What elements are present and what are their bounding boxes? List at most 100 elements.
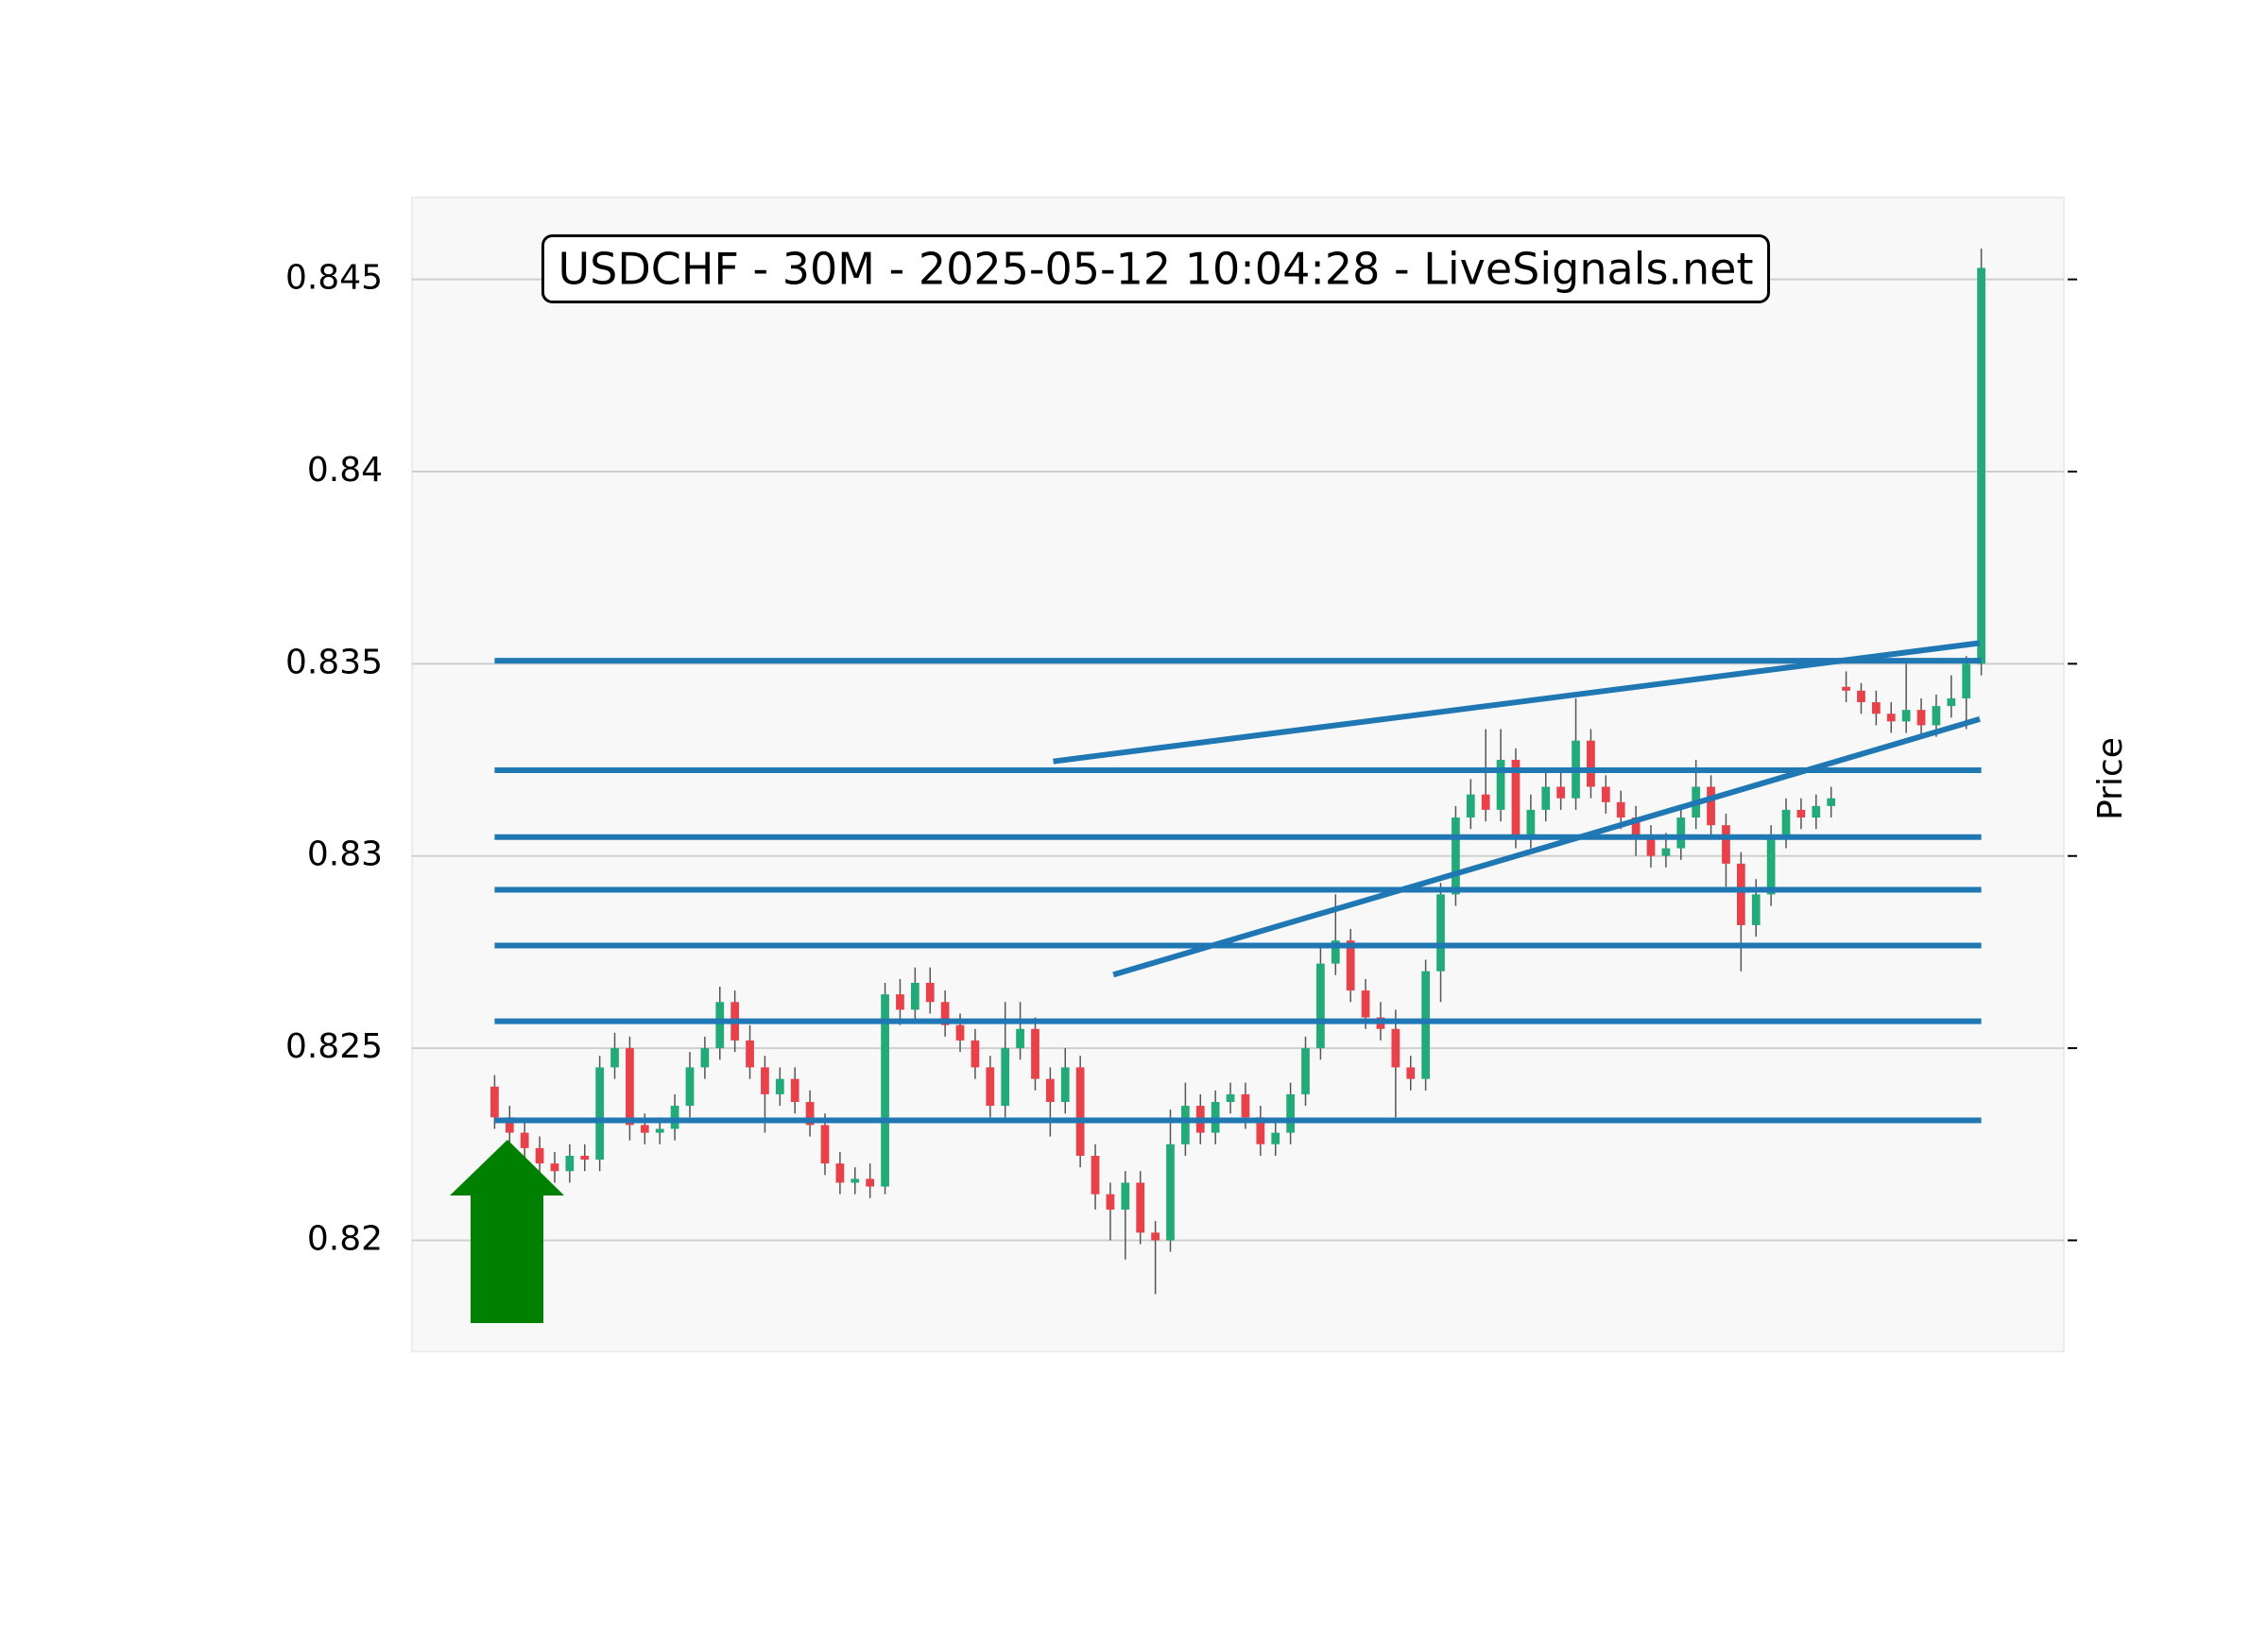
- candle-body: [655, 1128, 664, 1133]
- candle-body: [1421, 971, 1431, 1079]
- candle-body: [1947, 697, 1956, 707]
- candle-body: [1406, 1067, 1416, 1079]
- candle-body: [1827, 798, 1836, 806]
- candle-body: [1075, 1067, 1085, 1156]
- candle-body: [715, 1002, 725, 1049]
- candle-body: [805, 1102, 815, 1126]
- candle-body: [1361, 990, 1370, 1018]
- candle-body: [1452, 817, 1460, 895]
- candle-body: [1241, 1093, 1250, 1118]
- candle-body: [940, 1002, 950, 1025]
- candle-body: [1766, 836, 1776, 895]
- candle-body: [550, 1163, 559, 1172]
- candle-body: [881, 994, 889, 1187]
- candle-body: [1616, 801, 1625, 818]
- y-tick-label: 0.84: [307, 451, 383, 490]
- candle-body: [1436, 894, 1445, 972]
- candle-body: [1016, 1028, 1024, 1049]
- title-box: [541, 234, 1771, 303]
- candle-body: [580, 1155, 590, 1161]
- candle-body: [1286, 1093, 1295, 1133]
- candle-body: [535, 1147, 544, 1164]
- candle-body: [790, 1078, 799, 1103]
- y-tick-label: 0.825: [285, 1027, 383, 1066]
- candle-body: [986, 1067, 995, 1107]
- candle-body: [1045, 1078, 1055, 1103]
- candle-body: [1031, 1028, 1040, 1079]
- candle-body: [1391, 1028, 1400, 1068]
- candle-body: [685, 1067, 695, 1107]
- candle-body: [1751, 894, 1761, 925]
- candle-body: [1812, 805, 1821, 818]
- candle-body: [1722, 825, 1730, 864]
- candle-body: [1001, 1048, 1010, 1107]
- trend-line: [1053, 640, 1981, 765]
- candle-body: [1151, 1232, 1160, 1241]
- candle-body: [1736, 863, 1745, 925]
- candle-body: [955, 1024, 965, 1041]
- signal-arrow: [450, 1140, 564, 1323]
- candle-body: [1271, 1132, 1280, 1144]
- candle-body: [1541, 786, 1551, 810]
- candle-body: [565, 1155, 575, 1172]
- y-tick-label: 0.835: [285, 643, 383, 681]
- candle-body: [1496, 760, 1505, 810]
- candle-body: [1301, 1048, 1310, 1094]
- candle-body: [1211, 1102, 1220, 1133]
- candle-body: [775, 1078, 784, 1094]
- candle-body: [1511, 760, 1521, 837]
- candle-body: [1707, 786, 1715, 826]
- candle-body: [1857, 690, 1865, 703]
- trend-line: [1112, 716, 1981, 978]
- candle-body: [1871, 702, 1881, 714]
- candle-body: [1631, 817, 1641, 837]
- marks: [490, 249, 1985, 1295]
- candle-body: [520, 1132, 529, 1148]
- candle-body: [820, 1125, 830, 1164]
- candle-body: [1916, 710, 1926, 726]
- candle-body: [1977, 267, 1985, 664]
- candle-body: [595, 1067, 605, 1161]
- candle-body: [1601, 786, 1610, 802]
- candle-body: [1136, 1182, 1145, 1233]
- candle-body: [1646, 836, 1656, 856]
- candle-body: [971, 1040, 980, 1068]
- grid: 0.82 0.825 0.83 0.835 0.84 0.845: [285, 259, 2077, 1258]
- candle-body: [610, 1048, 619, 1068]
- chart-title: USDCHF - 30M - 2025-05-12 10:04:28 - Liv…: [558, 244, 1753, 295]
- y-axis-label: Price: [2091, 737, 2130, 820]
- candle-body: [1166, 1144, 1175, 1241]
- candle-body: [1842, 686, 1850, 691]
- candle-body: [1346, 940, 1355, 991]
- candle-body: [490, 1086, 499, 1118]
- candle-body: [866, 1178, 875, 1187]
- candle-body: [850, 1178, 860, 1183]
- candle-body: [1796, 809, 1806, 818]
- candle-body: [1226, 1093, 1235, 1103]
- candle-body: [700, 1048, 710, 1068]
- candle-body: [1587, 740, 1595, 787]
- candle-body: [1121, 1182, 1130, 1210]
- candle-body: [835, 1163, 845, 1183]
- candle-body: [1316, 963, 1325, 1049]
- candle-body: [1676, 817, 1686, 849]
- y-tick-label: 0.845: [285, 259, 383, 298]
- candle-body: [1556, 786, 1566, 799]
- candle-body: [1932, 706, 1941, 726]
- candle-body: [1106, 1194, 1115, 1210]
- candle-body: [1661, 848, 1671, 856]
- candle-body: [761, 1067, 769, 1094]
- candle-body: [1781, 809, 1791, 837]
- candle-body: [896, 994, 904, 1010]
- candle-body: [1060, 1067, 1070, 1103]
- candle-body: [910, 982, 919, 1010]
- candle-body: [1886, 714, 1896, 722]
- candle-body: [640, 1125, 649, 1133]
- candle-body: [670, 1106, 679, 1129]
- candle-body: [925, 982, 935, 1003]
- candle-body: [1481, 794, 1490, 810]
- candle-body: [505, 1117, 514, 1133]
- candle-body: [1962, 663, 1971, 698]
- candle-body: [1331, 940, 1340, 964]
- candle-body: [1466, 794, 1475, 818]
